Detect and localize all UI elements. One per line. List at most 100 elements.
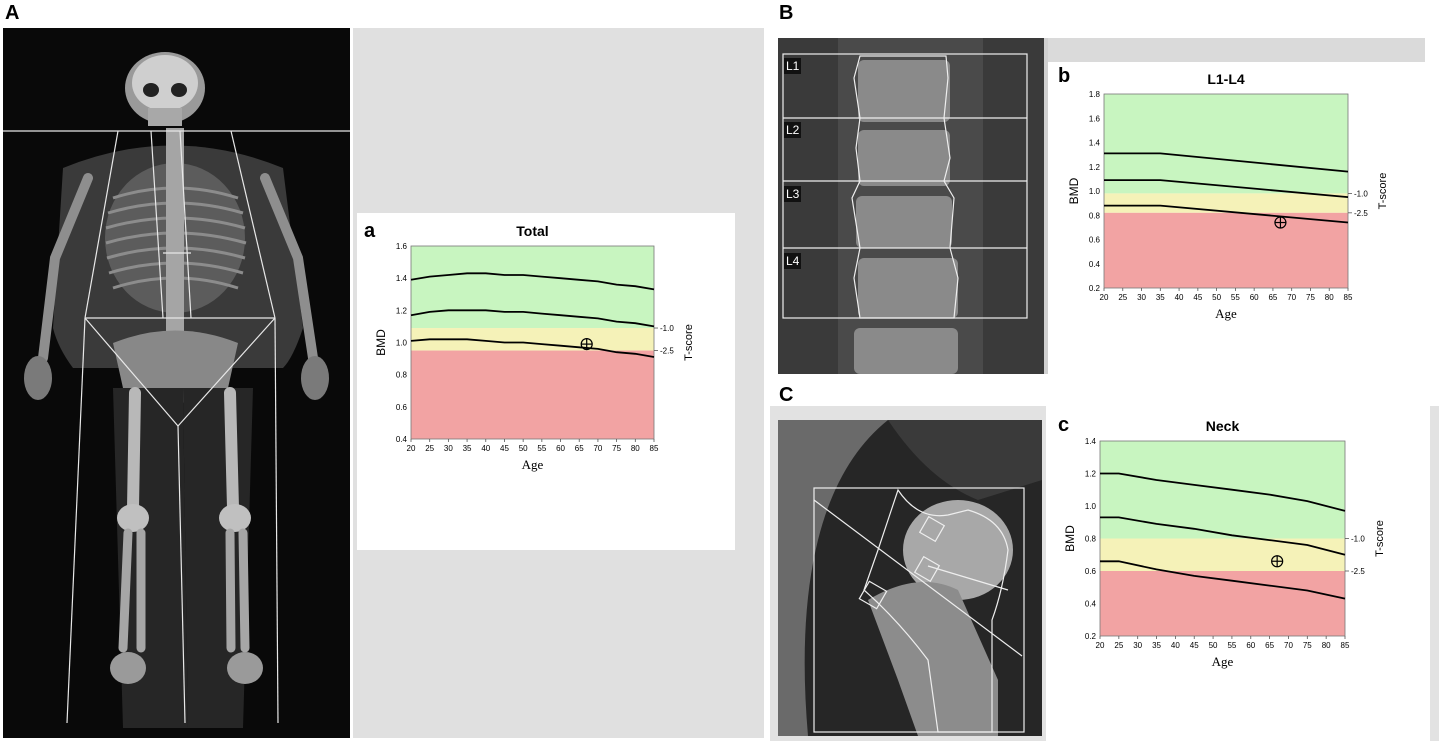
y-tick-label: 0.6 bbox=[396, 403, 408, 412]
x-tick-label: 65 bbox=[1265, 641, 1274, 650]
x-tick-label: 25 bbox=[1118, 293, 1127, 302]
x-tick-label: 70 bbox=[593, 444, 602, 453]
x-tick-label: 30 bbox=[444, 444, 453, 453]
tscore-label: -2.5 bbox=[660, 347, 674, 356]
zone-osteopenia bbox=[411, 328, 654, 351]
whole-body-skeleton-image bbox=[3, 52, 350, 728]
x-tick-label: 65 bbox=[1268, 293, 1277, 302]
x-tick-label: 55 bbox=[1231, 293, 1240, 302]
y-tick-label: 1.4 bbox=[1089, 139, 1101, 148]
reference-curve-3 bbox=[1104, 204, 1349, 224]
y-tick-label: 0.6 bbox=[1085, 567, 1097, 576]
x-tick-label: 30 bbox=[1133, 641, 1142, 650]
whole-body-scan bbox=[3, 28, 350, 738]
reference-curve-3 bbox=[410, 338, 655, 358]
zone-normal bbox=[1104, 94, 1348, 194]
y-tick-label: 0.4 bbox=[1085, 600, 1097, 609]
x-tick-label: 85 bbox=[650, 444, 659, 453]
tscore-label: -1.0 bbox=[660, 324, 674, 333]
x-tick-label: 60 bbox=[556, 444, 565, 453]
y-tick-label: 1.6 bbox=[1089, 114, 1101, 123]
x-tick-label: 70 bbox=[1284, 641, 1293, 650]
y-tick-label: 1.0 bbox=[1085, 502, 1097, 511]
x-tick-label: 40 bbox=[481, 444, 490, 453]
x-tick-label: 50 bbox=[519, 444, 528, 453]
x-tick-label: 55 bbox=[537, 444, 546, 453]
y-tick-label: 1.2 bbox=[1089, 163, 1101, 172]
chart-title: Neck bbox=[1206, 418, 1240, 434]
x-tick-label: 85 bbox=[1341, 641, 1350, 650]
chart-title: L1-L4 bbox=[1207, 71, 1245, 87]
y-tick-label: 1.2 bbox=[1085, 470, 1097, 479]
x-tick-label: 85 bbox=[1344, 293, 1353, 302]
x-tick-label: 50 bbox=[1212, 293, 1221, 302]
x-tick-label: 45 bbox=[500, 444, 509, 453]
y-tick-label: 0.6 bbox=[1089, 236, 1101, 245]
chart-neck: Neck 20 25 30 35 40 45 50 55 60 65 70 75 80 85 0.2 0.4 0.… bbox=[1063, 418, 1386, 669]
y-tick-label: 0.8 bbox=[1085, 535, 1097, 544]
tscore-label: -2.5 bbox=[1351, 567, 1365, 576]
patient-measurement-marker bbox=[580, 338, 593, 351]
tscore-label: -1.0 bbox=[1354, 189, 1368, 198]
vertebra-label-l4: L4 bbox=[784, 253, 802, 269]
y-axis-label: BMD bbox=[374, 329, 388, 356]
x-tick-label: 35 bbox=[463, 444, 472, 453]
reference-curve-1 bbox=[1104, 152, 1349, 173]
y-tick-label: 1.8 bbox=[1089, 90, 1101, 99]
patient-measurement-marker bbox=[1274, 216, 1287, 229]
x-tick-label: 55 bbox=[1227, 641, 1236, 650]
x-tick-label: 25 bbox=[1114, 641, 1123, 650]
reference-curve-3 bbox=[1100, 560, 1346, 600]
x-tick-label: 30 bbox=[1137, 293, 1146, 302]
tscore-label: -1.0 bbox=[1351, 535, 1365, 544]
zone-normal bbox=[411, 246, 654, 329]
x-tick-label: 50 bbox=[1209, 641, 1218, 650]
x-tick-label: 80 bbox=[1325, 293, 1334, 302]
zone-osteopenia bbox=[1104, 193, 1348, 213]
zone-osteoporosis bbox=[1104, 212, 1348, 288]
y-tick-label: 0.8 bbox=[396, 371, 408, 380]
x-axis-label: Age bbox=[522, 457, 544, 472]
subpanel-letter-c: c bbox=[1058, 414, 1070, 436]
panel-b-gray-bar bbox=[1046, 38, 1425, 62]
reference-curve-1 bbox=[410, 272, 655, 291]
y-axis-label: BMD bbox=[1063, 525, 1077, 552]
x-tick-label: 65 bbox=[575, 444, 584, 453]
x-tick-label: 75 bbox=[1303, 641, 1312, 650]
y-tick-label: 1.4 bbox=[1085, 437, 1097, 446]
zone-normal bbox=[1100, 441, 1345, 539]
y-tick-label: 0.8 bbox=[1089, 211, 1101, 220]
x-axis-label: Age bbox=[1215, 306, 1237, 321]
zone-osteoporosis bbox=[1100, 571, 1345, 636]
x-tick-label: 45 bbox=[1193, 293, 1202, 302]
x-tick-label: 75 bbox=[1306, 293, 1315, 302]
reference-curve-1 bbox=[1100, 472, 1346, 512]
x-tick-label: 20 bbox=[407, 444, 416, 453]
reference-curve-2 bbox=[1104, 179, 1349, 198]
tscore-axis-label: T-score bbox=[1374, 520, 1386, 557]
y-tick-label: 0.2 bbox=[1089, 284, 1101, 293]
panel-letter-b: B bbox=[779, 2, 794, 24]
x-tick-label: 20 bbox=[1100, 293, 1109, 302]
y-tick-label: 1.4 bbox=[396, 274, 408, 283]
y-axis-label: BMD bbox=[1067, 177, 1081, 204]
lumbar-spine-scan: L1 L2 L3 L4 bbox=[778, 38, 1044, 374]
x-tick-label: 80 bbox=[631, 444, 640, 453]
plot-frame bbox=[1103, 93, 1349, 289]
vertebra-label-l3: L3 bbox=[784, 186, 802, 202]
y-tick-label: 1.6 bbox=[396, 242, 408, 251]
y-tick-label: 1.0 bbox=[396, 339, 408, 348]
lumbar-spine-image bbox=[778, 38, 1044, 374]
zone-osteopenia bbox=[1100, 538, 1345, 571]
plot-frame bbox=[410, 245, 655, 440]
hip-image bbox=[778, 420, 1042, 736]
vertebra-label-l2: L2 bbox=[784, 122, 802, 138]
zone-osteoporosis bbox=[411, 350, 654, 439]
x-tick-label: 40 bbox=[1175, 293, 1184, 302]
chart-title: Total bbox=[516, 223, 548, 239]
x-tick-label: 70 bbox=[1287, 293, 1296, 302]
vertebra-label-l1: L1 bbox=[784, 58, 802, 74]
x-tick-label: 75 bbox=[612, 444, 621, 453]
y-tick-label: 0.4 bbox=[1089, 260, 1101, 269]
x-tick-label: 60 bbox=[1250, 293, 1259, 302]
